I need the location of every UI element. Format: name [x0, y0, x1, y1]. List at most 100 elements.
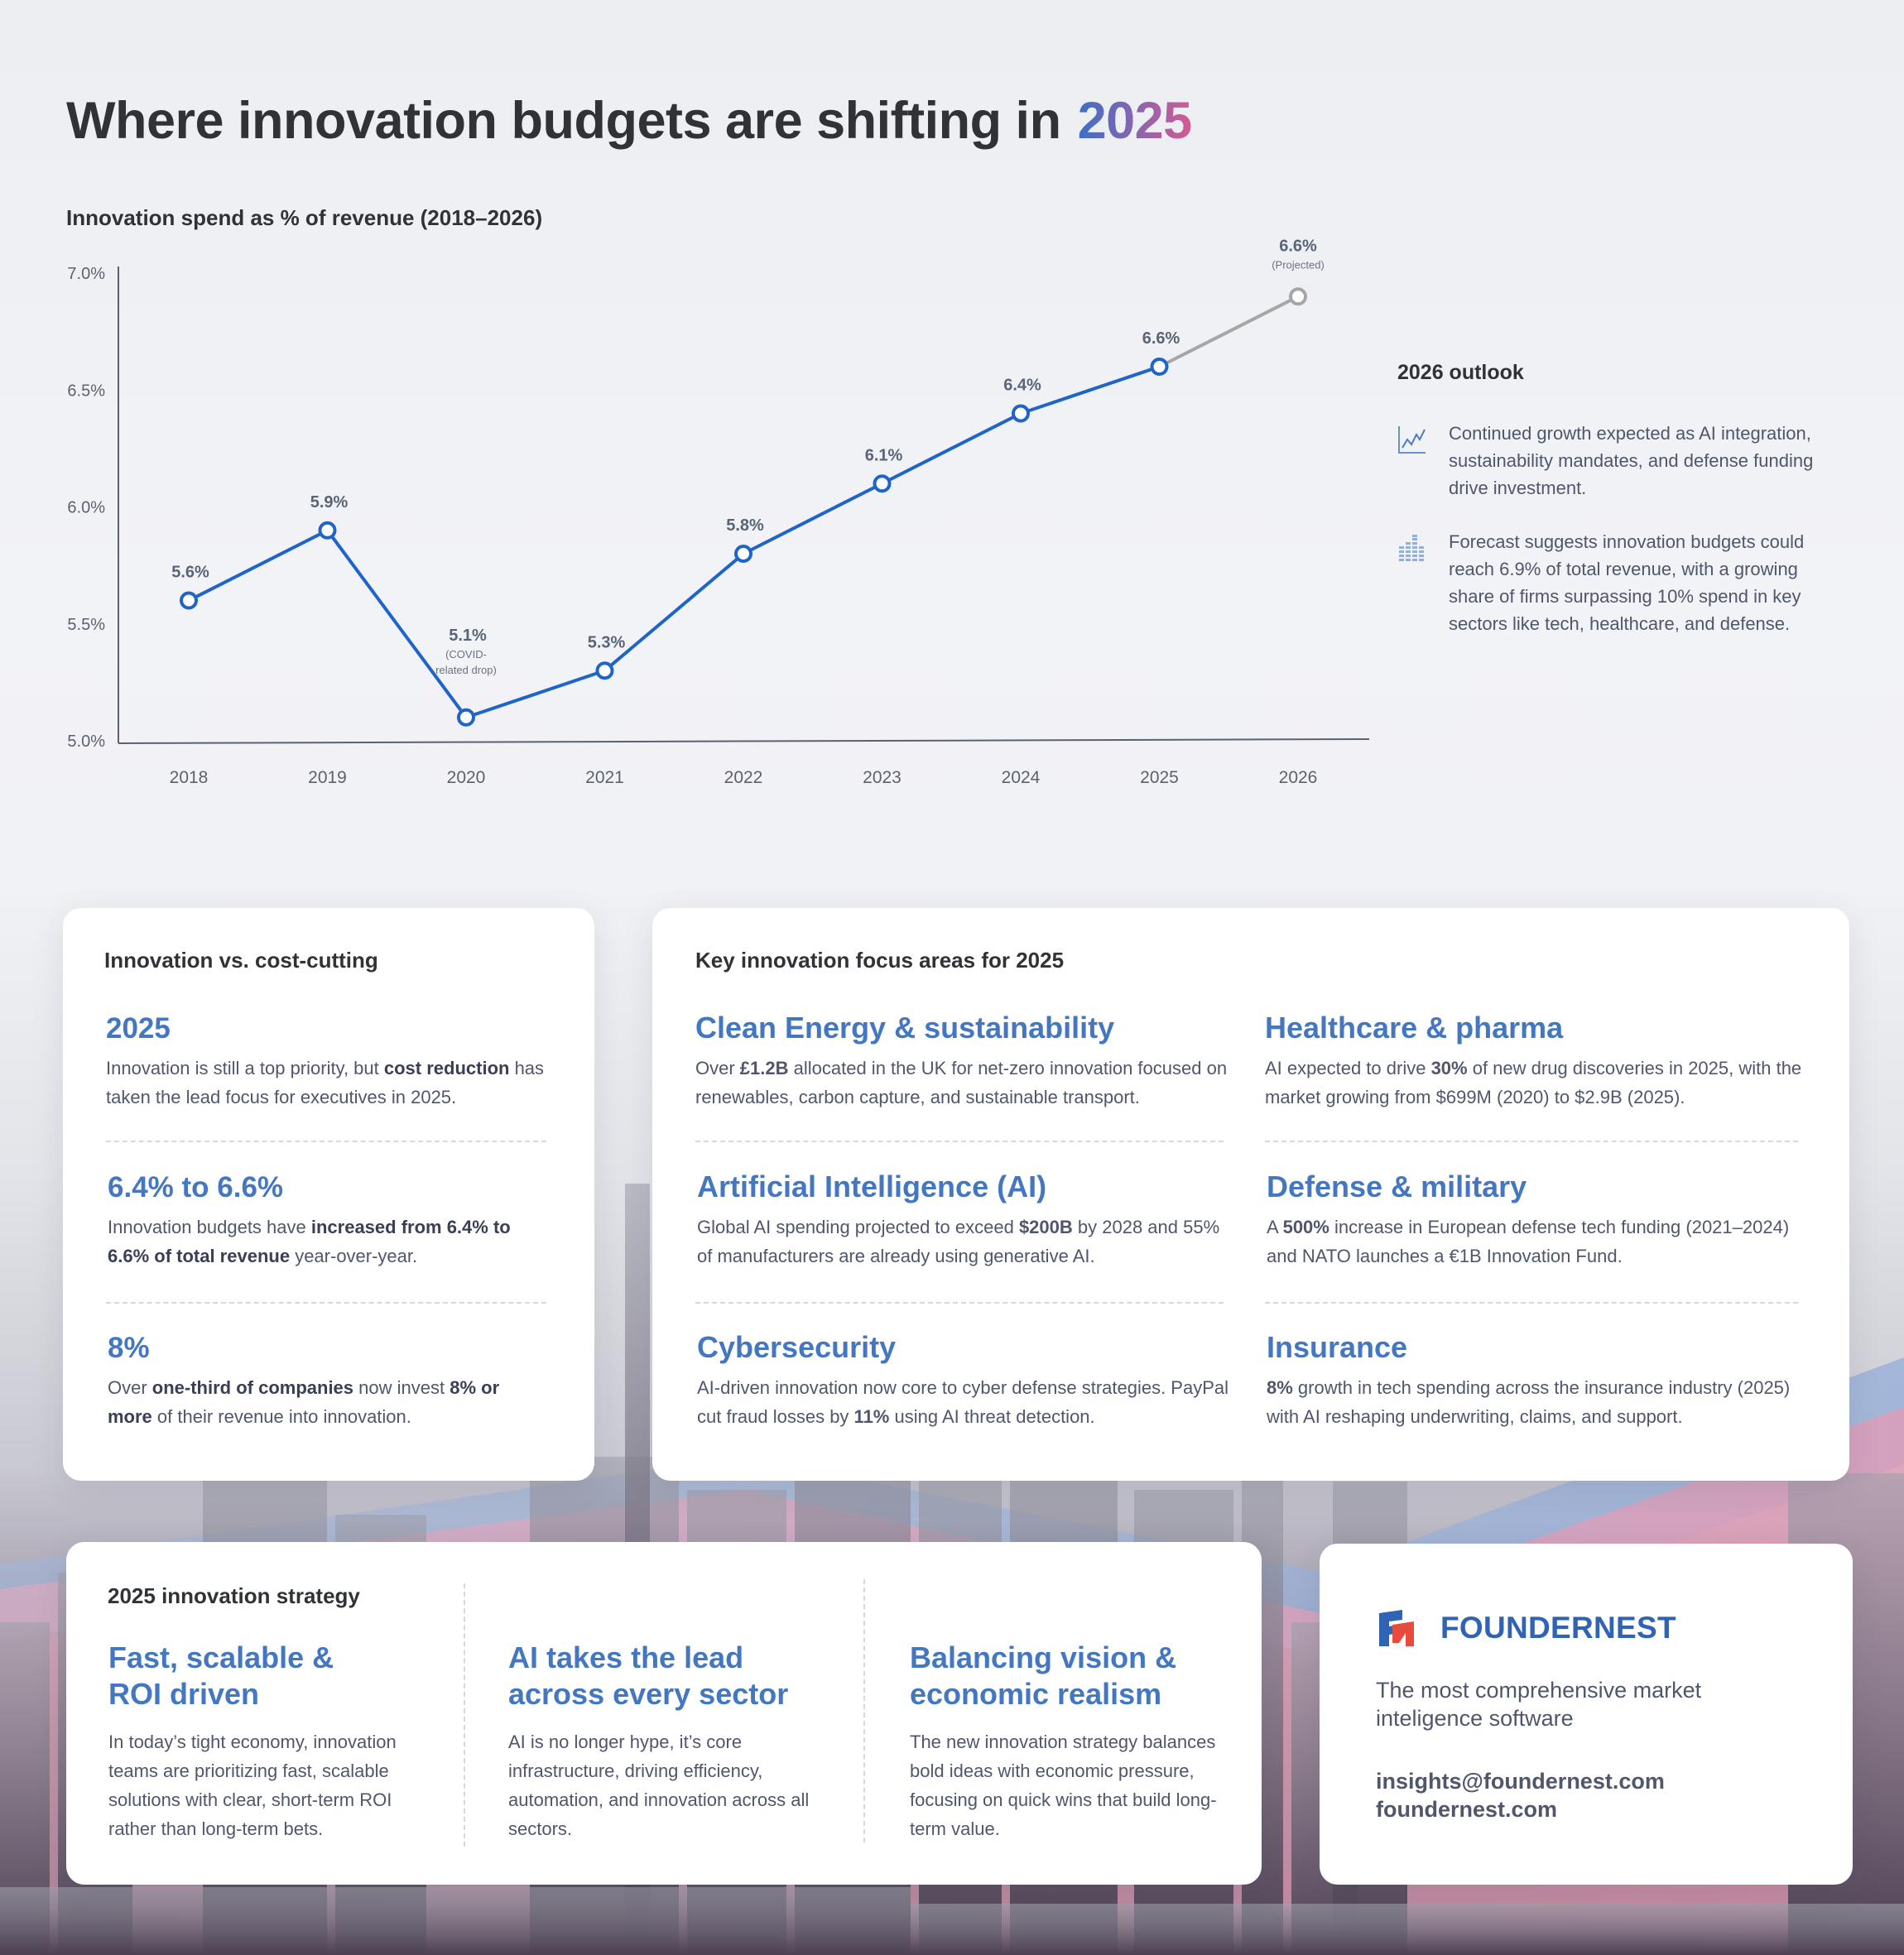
- focus-title: Healthcare & pharma: [1265, 1011, 1564, 1045]
- x-tick-label: 2021: [585, 768, 624, 787]
- data-point: [873, 474, 892, 493]
- data-label: 6.6%: [1279, 237, 1317, 255]
- focus-item-insurance: Insurance 8% growth in tech spending acr…: [1267, 1330, 1805, 1431]
- strategy-item-balance: Balancing vision & economic realism The …: [910, 1640, 1241, 1843]
- x-tick-label: 2025: [1140, 768, 1179, 787]
- divider: [695, 1302, 1224, 1304]
- x-tick-label: 2018: [170, 768, 209, 787]
- x-tick-label: 2026: [1279, 768, 1318, 787]
- focus-item-healthcare: Healthcare & pharma AI expected to drive…: [1265, 1011, 1803, 1112]
- divider: [695, 1141, 1224, 1142]
- x-tick-label: 2020: [447, 768, 486, 787]
- title-prefix: Where innovation budgets are shifting in: [66, 92, 1061, 150]
- data-point: [595, 661, 614, 680]
- foundernest-logo-icon: [1379, 1610, 1414, 1646]
- strategy-item-ai: AI takes the lead across every sector AI…: [508, 1640, 839, 1843]
- page-title: Where innovation budgets are shifting in…: [66, 91, 1192, 151]
- stat-2025: 2025 Innovation is still a top priority,…: [106, 1012, 545, 1112]
- focus-title: Artificial Intelligence (AI): [697, 1170, 1047, 1203]
- x-tick-label: 2023: [863, 768, 902, 787]
- brand-contact: insights@foundernest.com foundernest.com: [1376, 1767, 1665, 1823]
- bar-chart-icon: [1399, 535, 1424, 561]
- focus-areas-card: Key innovation focus areas for 2025 Clea…: [652, 908, 1849, 1481]
- focus-text: A 500% increase in European defense tech…: [1267, 1217, 1790, 1266]
- focus-text: AI expected to drive 30% of new drug dis…: [1265, 1058, 1802, 1107]
- contact-website[interactable]: foundernest.com: [1376, 1797, 1558, 1822]
- data-label: 5.6%: [171, 564, 209, 582]
- data-annotation: (COVID-: [445, 648, 487, 660]
- focus-title: Insurance: [1267, 1330, 1408, 1364]
- x-tick-label: 2024: [1002, 768, 1041, 787]
- strategy-title: AI takes the lead across every sector: [508, 1640, 789, 1711]
- focus-title: Defense & military: [1267, 1170, 1527, 1203]
- divider: [106, 1302, 546, 1304]
- outlook-title: 2026 outlook: [1397, 361, 1524, 384]
- data-label: 6.6%: [1142, 329, 1180, 348]
- strategy-item-roi: Fast, scalable & ROI driven In today’s t…: [108, 1640, 440, 1843]
- y-tick-label: 5.0%: [67, 733, 105, 751]
- focus-text: 8% growth in tech spending across the in…: [1267, 1377, 1791, 1427]
- outlook-panel: 2026 outlook Continued growth expected a…: [1397, 361, 1828, 664]
- data-label: 6.1%: [865, 446, 903, 464]
- y-tick-label: 5.5%: [67, 616, 105, 634]
- data-point: [1012, 404, 1030, 423]
- data-point: [1150, 358, 1169, 376]
- line-chart: 7.0% 6.5% 6.0% 5.5% 5.0% 2018 2019 2020 2021 2022…: [67, 237, 1370, 787]
- x-tick-label: 2022: [724, 768, 763, 787]
- stat-text: Over one-third of companies now invest 8…: [108, 1377, 500, 1427]
- divider: [464, 1583, 465, 1847]
- brand-name: FOUNDERNEST: [1440, 1611, 1676, 1645]
- focus-item-cybersecurity: Cybersecurity AI-driven innovation now c…: [697, 1330, 1235, 1431]
- data-label: 5.9%: [310, 493, 349, 512]
- outlook-text: Continued growth expected as AI integrat…: [1449, 423, 1814, 498]
- focus-text: AI-driven innovation now core to cyber d…: [697, 1377, 1229, 1427]
- focus-heading: Key innovation focus areas for 2025: [695, 948, 1065, 973]
- y-tick-label: 7.0%: [67, 265, 105, 283]
- data-annotation: (Projected): [1272, 258, 1325, 271]
- strategy-text: In today’s tight economy, innovation tea…: [108, 1732, 397, 1839]
- data-label: 5.1%: [449, 627, 487, 645]
- contact-email[interactable]: insights@foundernest.com: [1376, 1769, 1665, 1794]
- strategy-text: The new innovation strategy balances bol…: [910, 1732, 1217, 1839]
- title-year: 2025: [1077, 92, 1193, 150]
- brand-tagline: The most comprehensive market inteligenc…: [1376, 1678, 1702, 1731]
- strategy-card: 2025 innovation strategy Fast, scalable …: [66, 1542, 1262, 1885]
- divider: [1265, 1141, 1798, 1142]
- y-tick-label: 6.5%: [67, 382, 105, 400]
- data-point: [180, 591, 198, 610]
- brand-row: FOUNDERNEST: [1378, 1608, 1676, 1648]
- series-line-projected: [1158, 295, 1299, 368]
- strategy-heading: 2025 innovation strategy: [108, 1583, 360, 1608]
- data-label: 5.8%: [726, 516, 764, 535]
- divider: [1265, 1302, 1798, 1304]
- divider: [106, 1141, 546, 1142]
- cost-cutting-heading: Innovation vs. cost-cutting: [104, 948, 378, 973]
- brand-card: FOUNDERNEST The most comprehensive marke…: [1320, 1544, 1853, 1885]
- chart-points: [180, 287, 1307, 727]
- stat-title: 8%: [108, 1332, 150, 1364]
- outlook-text: Forecast suggests innovation budgets cou…: [1449, 531, 1805, 634]
- chart-axes: 7.0% 6.5% 6.0% 5.5% 5.0% 2018 2019 2020 2021 2022…: [67, 265, 1370, 787]
- stat-title: 6.4% to 6.6%: [108, 1171, 284, 1203]
- cost-cutting-card: Innovation vs. cost-cutting 2025 Innovat…: [63, 908, 594, 1481]
- divider: [863, 1579, 865, 1842]
- focus-title: Clean Energy & sustainability: [695, 1011, 1115, 1045]
- strategy-text: AI is no longer hype, it’s core infrastr…: [508, 1732, 810, 1839]
- focus-text: Global AI spending projected to exceed $…: [697, 1217, 1220, 1266]
- line-chart-icon: [1398, 426, 1426, 454]
- chart-series-lines: [188, 295, 1299, 719]
- x-axis-line: [118, 738, 1370, 744]
- stat-text: Innovation budgets have increased from 6…: [108, 1217, 511, 1266]
- stat-text: Innovation is still a top priority, but …: [106, 1058, 545, 1107]
- data-point: [318, 521, 337, 540]
- focus-item-ai: Artificial Intelligence (AI) Global AI s…: [697, 1170, 1235, 1271]
- outlook-item: Forecast suggests innovation budgets cou…: [1397, 528, 1828, 637]
- series-line-actual: [188, 365, 1161, 719]
- outlook-item: Continued growth expected as AI integrat…: [1397, 420, 1828, 502]
- chart-labels: 5.6% 5.9% 5.1% (COVID-related drop) 5.3% 5.8%…: [171, 237, 1325, 676]
- data-label: 5.3%: [588, 633, 626, 651]
- data-point: [734, 545, 752, 563]
- y-tick-label: 6.0%: [67, 499, 105, 517]
- chart-title: Innovation spend as % of revenue (2018–2…: [66, 205, 543, 230]
- focus-item-clean-energy: Clean Energy & sustainability Over £1.2B…: [695, 1011, 1233, 1112]
